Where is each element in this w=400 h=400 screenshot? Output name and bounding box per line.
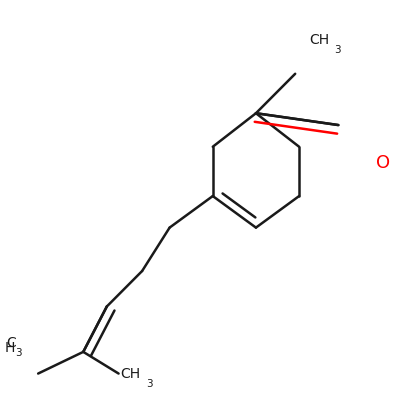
Text: H: H (5, 341, 15, 355)
Text: CH: CH (309, 33, 329, 47)
Text: 3: 3 (334, 45, 341, 55)
Text: C: C (7, 336, 16, 350)
Text: CH: CH (120, 366, 141, 380)
Text: O: O (376, 154, 390, 172)
Text: 3: 3 (146, 380, 153, 390)
Text: 3: 3 (15, 348, 22, 358)
